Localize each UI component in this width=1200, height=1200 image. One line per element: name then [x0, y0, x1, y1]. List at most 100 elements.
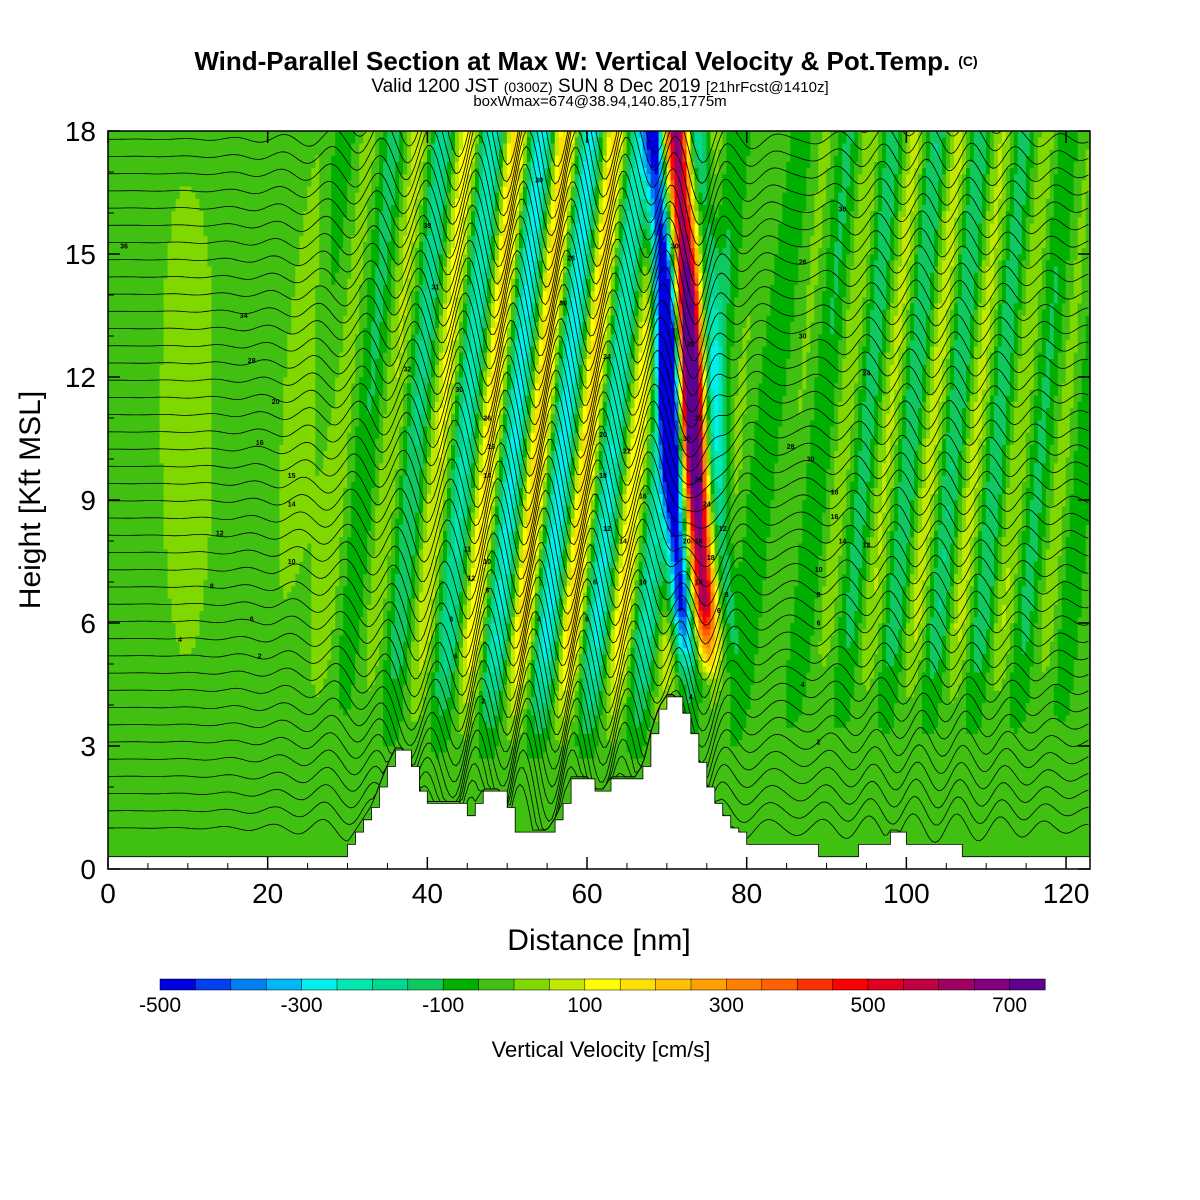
contour-label: 26 [483, 416, 491, 423]
contour-label: 20 [599, 432, 607, 439]
colorbar-tick-label: 700 [992, 994, 1027, 1017]
colorbar-swatch [939, 979, 975, 990]
x-tick-label: 20 [252, 878, 283, 909]
x-tick-label: 80 [731, 878, 762, 909]
colorbar-swatch [620, 979, 656, 990]
colorbar-swatch [266, 979, 302, 990]
contour-label: 30 [807, 457, 815, 464]
contour-label: 26 [567, 256, 575, 263]
colorbar-swatch [231, 979, 267, 990]
x-tick-label: 120 [1043, 878, 1090, 909]
contour-label: 10 [483, 559, 491, 566]
x-tick-label: 0 [100, 878, 116, 909]
cross-section-chart: Wind-Parallel Section at Max W: Vertical… [0, 0, 1200, 1200]
contour-label: 16 [487, 444, 495, 451]
contour-label: 12 [603, 526, 611, 533]
colorbar-swatch [514, 979, 550, 990]
contour-label: 26 [695, 477, 703, 484]
colorbar: -500 -300 -100 100 300 500 700 [139, 979, 1045, 1017]
colorbar-swatch [160, 979, 196, 990]
contour-label: 16 [831, 514, 839, 521]
contour-label: 12 [719, 526, 727, 533]
contour-label: 4 [453, 653, 457, 660]
chart-title: Wind-Parallel Section at Max W: Vertical… [194, 46, 977, 76]
contour-label: 20 [272, 399, 280, 406]
x-tick-label: 100 [883, 878, 930, 909]
x-tick-label: 60 [571, 878, 602, 909]
colorbar-swatch [585, 979, 621, 990]
contour-label: 8 [485, 588, 489, 595]
colorbar-tick-label: -500 [139, 994, 181, 1017]
colorbar-swatch [1010, 979, 1046, 990]
contour-label: 30 [559, 301, 567, 308]
contour-label: 32 [695, 416, 703, 423]
colorbar-tick-label: -300 [281, 994, 323, 1017]
contour-label: 30 [455, 387, 463, 394]
contour-label: 16 [639, 493, 647, 500]
contour-label: 34 [240, 313, 248, 320]
contour-label: 2 [481, 698, 485, 705]
y-tick-label: 0 [80, 854, 96, 885]
colorbar-swatch [302, 979, 338, 990]
contour-label: 10 [639, 580, 647, 587]
colorbar-swatch [833, 979, 869, 990]
colorbar-swatch [337, 979, 373, 990]
contour-label: 14 [839, 539, 847, 546]
colorbar-tick-label: 300 [709, 994, 744, 1017]
contour-label: 8 [210, 584, 214, 591]
plot-area: 3634282016151412108642383132302616141110… [108, 77, 1091, 869]
colorbar-swatch [974, 979, 1010, 990]
contour-label: 14 [619, 539, 627, 546]
contour-label: 8 [585, 616, 589, 623]
colorbar-swatch [479, 979, 515, 990]
contour-label: 6 [593, 580, 597, 587]
colorbar-swatch [868, 979, 904, 990]
y-tick-label: 6 [80, 608, 96, 639]
contour-label: 14 [483, 473, 491, 480]
contour-label: 32 [404, 366, 412, 373]
contour-label: 30 [683, 436, 691, 443]
contour-label: 30 [839, 206, 847, 213]
contour-label: 12 [863, 543, 871, 550]
contour-label: 15 [288, 473, 296, 480]
contour-label: 36 [120, 243, 128, 250]
contour-label: 14 [695, 580, 703, 587]
y-tick-label: 9 [80, 485, 96, 516]
contour-label: 22 [623, 448, 631, 455]
contour-label: 4 [801, 682, 805, 689]
contour-label: 18 [599, 473, 607, 480]
colorbar-tick-label: -100 [422, 994, 464, 1017]
contour-label: 11 [464, 547, 472, 554]
colorbar-tick-label: 500 [850, 994, 885, 1017]
contour-label: 16 [256, 440, 264, 447]
chart-info: boxWmax=674@38.94,140.85,1775m [473, 93, 726, 110]
contour-label: 4 [178, 637, 182, 644]
contour-label: 4 [537, 616, 541, 623]
contour-label: 28 [787, 444, 795, 451]
contour-label: 24 [603, 354, 611, 361]
contour-label: 18 [831, 489, 839, 496]
colorbar-swatch [903, 979, 939, 990]
contour-label: 4 [689, 694, 693, 701]
contour-label: 8 [817, 592, 821, 599]
colorbar-swatch [762, 979, 798, 990]
colorbar-swatch [656, 979, 692, 990]
y-tick-label: 12 [65, 362, 96, 393]
contour-label: 26 [799, 260, 807, 267]
colorbar-swatch [408, 979, 444, 990]
y-tick-label: 18 [65, 116, 96, 147]
contour-label: 10 [288, 559, 296, 566]
contour-label: 12 [216, 530, 224, 537]
contour-label: 28 [687, 342, 695, 349]
contour-label: 10 [815, 567, 823, 574]
colorbar-swatch [726, 979, 762, 990]
colorbar-swatch [372, 979, 408, 990]
contour-label: 20 [683, 539, 691, 546]
contour-label: 30 [535, 178, 543, 185]
contour-label: 6 [449, 616, 453, 623]
contour-label: 24 [863, 370, 871, 377]
contour-label: 30 [799, 334, 807, 341]
y-tick-label: 15 [65, 239, 96, 270]
contour-label: 6 [250, 616, 254, 623]
contour-label: 31 [431, 284, 439, 291]
